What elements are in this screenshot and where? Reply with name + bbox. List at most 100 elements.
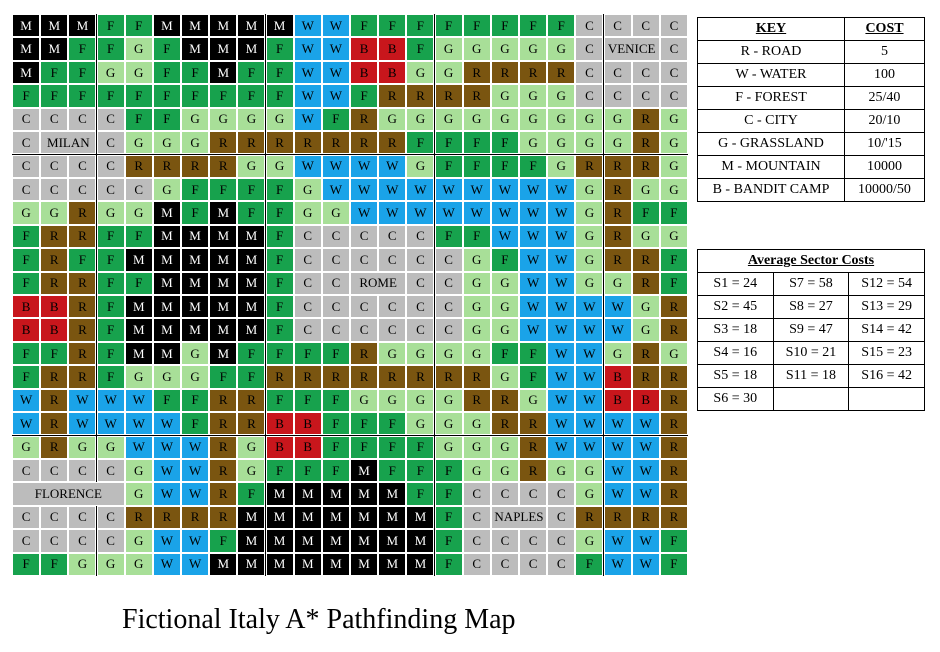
grid-cell: R (519, 435, 548, 459)
grid-cell: B (265, 435, 294, 459)
grid-cell: R (40, 365, 69, 389)
grid-cell: F (265, 248, 294, 272)
grid-cell: W (631, 482, 660, 506)
grid-cell: C (124, 177, 153, 202)
grid-cell: M (237, 318, 266, 342)
grid-cell: F (265, 295, 294, 319)
grid-cell: R (659, 365, 688, 389)
grid-cell: W (603, 295, 632, 319)
grid-cell: F (434, 14, 463, 38)
grid-cell: F (40, 552, 69, 576)
grid-cell: G (462, 248, 491, 272)
grid-cell: R (209, 435, 238, 459)
grid-cell: W (124, 435, 153, 459)
grid-cell: R (603, 154, 632, 178)
grid-cell: W (321, 84, 350, 108)
grid-cell: W (603, 482, 632, 506)
grid-cell: F (631, 201, 660, 225)
grid-cell: C (350, 318, 379, 342)
grid-cell: F (237, 341, 266, 366)
grid-cell: W (152, 482, 181, 506)
grid-cell: F (265, 341, 294, 366)
grid-cell: F (237, 482, 266, 506)
city-label-venice: VENICE (603, 37, 660, 61)
grid-cell: G (490, 84, 519, 108)
grid-cell: C (378, 295, 407, 319)
grid-cell: F (378, 435, 407, 459)
grid-cell: B (603, 388, 632, 413)
grid-cell: W (575, 412, 604, 436)
grid-cell: R (659, 318, 688, 342)
grid-cell: W (575, 295, 604, 319)
grid-cell: W (575, 365, 604, 389)
grid-cell: W (575, 435, 604, 459)
grid-cell: R (631, 154, 660, 178)
grid-cell: M (152, 248, 181, 272)
grid-cell: M (350, 458, 379, 483)
grid-cell: C (575, 14, 604, 38)
grid-cell: C (406, 271, 435, 295)
grid-cell: G (321, 201, 350, 225)
grid-cell: M (12, 60, 41, 85)
grid-cell: F (237, 60, 266, 85)
grid-cell: F (96, 271, 125, 295)
grid-cell: C (659, 37, 688, 61)
grid-cell: W (547, 365, 576, 389)
key-label: F - FOREST (697, 86, 845, 110)
sector-cost-cell: S9 = 47 (772, 318, 850, 342)
grid-cell: G (406, 154, 435, 178)
grid-cell: M (209, 271, 238, 295)
grid-cell: C (321, 271, 350, 295)
grid-cell: W (293, 154, 322, 178)
grid-cell: R (40, 435, 69, 459)
grid-cell: F (293, 388, 322, 413)
grid-cell: G (434, 435, 463, 459)
grid-cell: F (152, 107, 181, 132)
grid-cell: F (265, 458, 294, 483)
grid-cell: G (519, 388, 548, 413)
grid-cell: G (547, 154, 576, 178)
grid-cell: W (462, 177, 491, 202)
grid-cell: G (575, 201, 604, 225)
grid-cell: M (40, 14, 69, 38)
grid-cell: W (124, 388, 153, 413)
grid-cell: M (152, 271, 181, 295)
grid-cell: F (406, 14, 435, 38)
key-cost: 100 (844, 63, 925, 87)
grid-cell: F (12, 271, 41, 295)
grid-cell: R (631, 131, 660, 155)
grid-cell: F (40, 84, 69, 108)
grid-cell: G (12, 201, 41, 225)
grid-cell: F (659, 529, 688, 553)
grid-cell: G (490, 37, 519, 61)
grid-cell: M (265, 552, 294, 576)
sector-cost-cell: S13 = 29 (848, 295, 925, 319)
grid-cell: F (406, 458, 435, 483)
grid-cell: G (575, 177, 604, 202)
grid-cell: G (575, 458, 604, 483)
grid-cell: F (265, 224, 294, 249)
grid-cell: F (96, 341, 125, 366)
grid-cell: F (265, 201, 294, 225)
grid-cell: F (237, 84, 266, 108)
grid-cell: R (603, 177, 632, 202)
key-row: R - ROAD 5 (697, 40, 925, 64)
grid-cell: F (68, 84, 97, 108)
grid-cell: W (547, 177, 576, 202)
grid-cell: F (181, 412, 210, 436)
grid-cell: M (209, 37, 238, 61)
grid-cell: F (209, 84, 238, 108)
grid-cell: R (490, 412, 519, 436)
sector-cost-cell: S14 = 42 (848, 318, 925, 342)
grid-cell: G (659, 177, 688, 202)
grid-cell: C (350, 295, 379, 319)
grid-cell: F (12, 552, 41, 576)
sector-cost-cell: S16 = 42 (848, 364, 925, 388)
grid-cell: C (434, 271, 463, 295)
grid-cell: R (434, 84, 463, 108)
grid-cell: W (547, 224, 576, 249)
grid-cell: W (631, 435, 660, 459)
grid-cell: R (406, 84, 435, 108)
grid-cell: F (659, 552, 688, 576)
grid-cell: R (40, 388, 69, 413)
